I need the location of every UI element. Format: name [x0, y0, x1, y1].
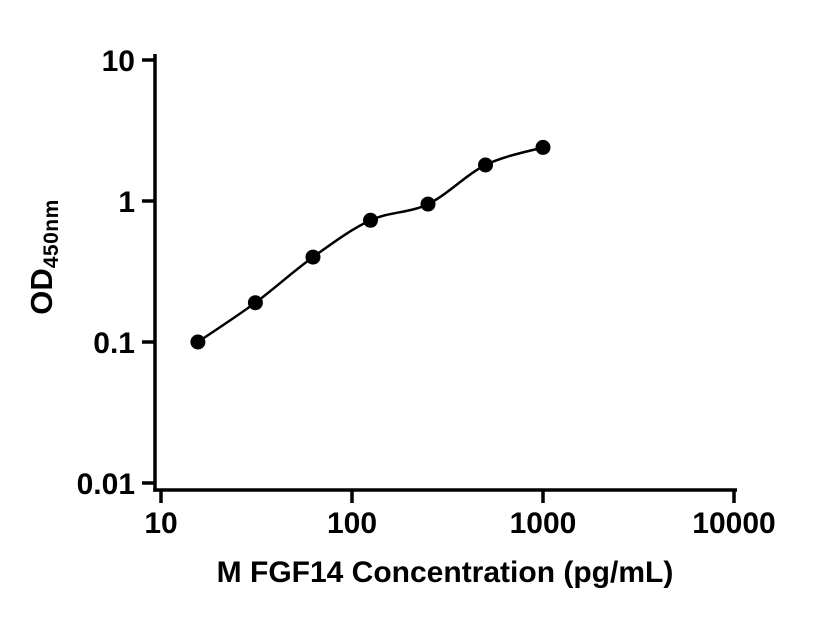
- x-tick-label: 10000: [692, 507, 775, 540]
- y-axis-label: OD450nm: [24, 199, 63, 315]
- data-point: [190, 334, 206, 350]
- x-tick-label: 10: [144, 507, 177, 540]
- y-tick-label: 1: [118, 186, 135, 219]
- y-tick-label: 0.01: [77, 468, 135, 501]
- fitted-curve-path: [197, 146, 544, 344]
- standard-curve-line: [197, 146, 544, 344]
- data-point: [305, 249, 321, 265]
- x-axis-label: M FGF14 Concentration (pg/mL): [216, 556, 674, 589]
- data-point: [363, 212, 378, 228]
- data-points: [190, 139, 551, 350]
- data-point: [535, 139, 551, 155]
- y-tick-label: 10: [102, 45, 135, 78]
- tick-labels: 0.01 0.1 1 10 10 100 1000 10000: [77, 45, 776, 540]
- data-point: [478, 157, 493, 173]
- y-axis-label-sub: 450nm: [40, 199, 63, 269]
- y-axis-label-main: OD: [24, 268, 59, 315]
- data-point: [420, 196, 436, 212]
- y-tick-label: 0.1: [93, 327, 135, 360]
- axis-ticks: [142, 58, 736, 503]
- axes: [153, 54, 737, 492]
- x-tick-label: 100: [327, 507, 377, 540]
- data-point: [247, 295, 263, 311]
- x-tick-label: 1000: [510, 507, 577, 540]
